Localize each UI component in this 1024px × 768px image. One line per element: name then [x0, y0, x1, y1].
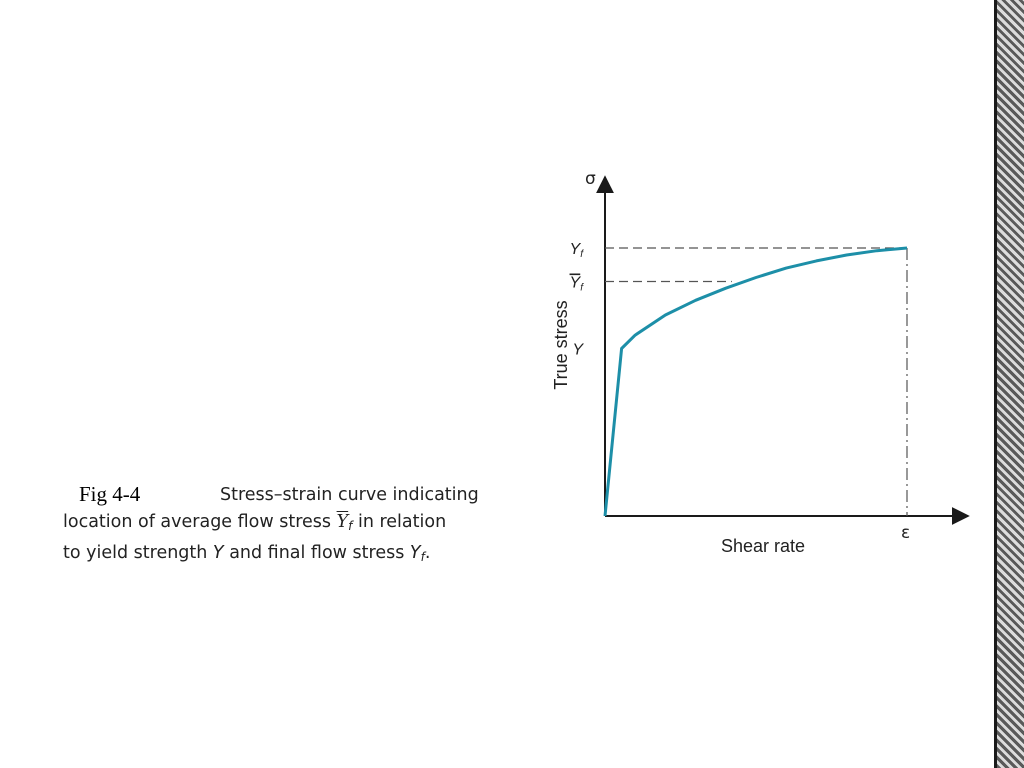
- caption-line-2-pre: location of average flow stress: [63, 512, 337, 532]
- caption-line-2: location of average flow stress Yf in re…: [63, 509, 533, 540]
- y-tick-label: Y: [572, 342, 584, 359]
- final-flow-stress-subscript: f: [420, 550, 425, 564]
- y-tick-label: Yf: [570, 241, 585, 260]
- stress-strain-chart: σ ε Shear rate True stress Yf Yf Y: [551, 169, 970, 556]
- x-axis-label: Shear rate: [721, 536, 805, 556]
- y-tick-labels: Yf Yf Y: [570, 241, 585, 359]
- yield-strength-symbol: Y: [212, 543, 224, 563]
- caption-line-3-mid: and final flow stress: [223, 543, 410, 563]
- y-axis-symbol: σ: [585, 169, 596, 189]
- average-flow-stress-symbol: Y: [336, 512, 349, 532]
- x-end-symbol: ε: [901, 523, 910, 543]
- final-flow-stress-symbol: Y: [409, 543, 421, 563]
- figure-label: Fig 4-4: [79, 482, 141, 506]
- caption-line-2-post: in relation: [352, 512, 447, 532]
- y-axis-label: True stress: [551, 300, 571, 389]
- data-series: [603, 246, 908, 517]
- figure-caption: Stress–strain curve indicating location …: [63, 482, 533, 571]
- y-tick-label: Yf: [570, 275, 585, 294]
- caption-line-1: Stress–strain curve indicating: [220, 485, 479, 505]
- decorative-side-border: [990, 0, 1024, 768]
- caption-line-3-end: .: [424, 543, 431, 563]
- caption-line-3-pre: to yield strength: [63, 543, 213, 563]
- average-flow-stress-subscript: f: [348, 519, 353, 533]
- caption-line-3: to yield strength Y and final flow stres…: [63, 540, 533, 571]
- flow-stress-curve: [603, 246, 908, 517]
- slide: Fig 4-4 Stress–strain curve indicating l…: [63, 169, 970, 571]
- guide-lines: [605, 247, 908, 516]
